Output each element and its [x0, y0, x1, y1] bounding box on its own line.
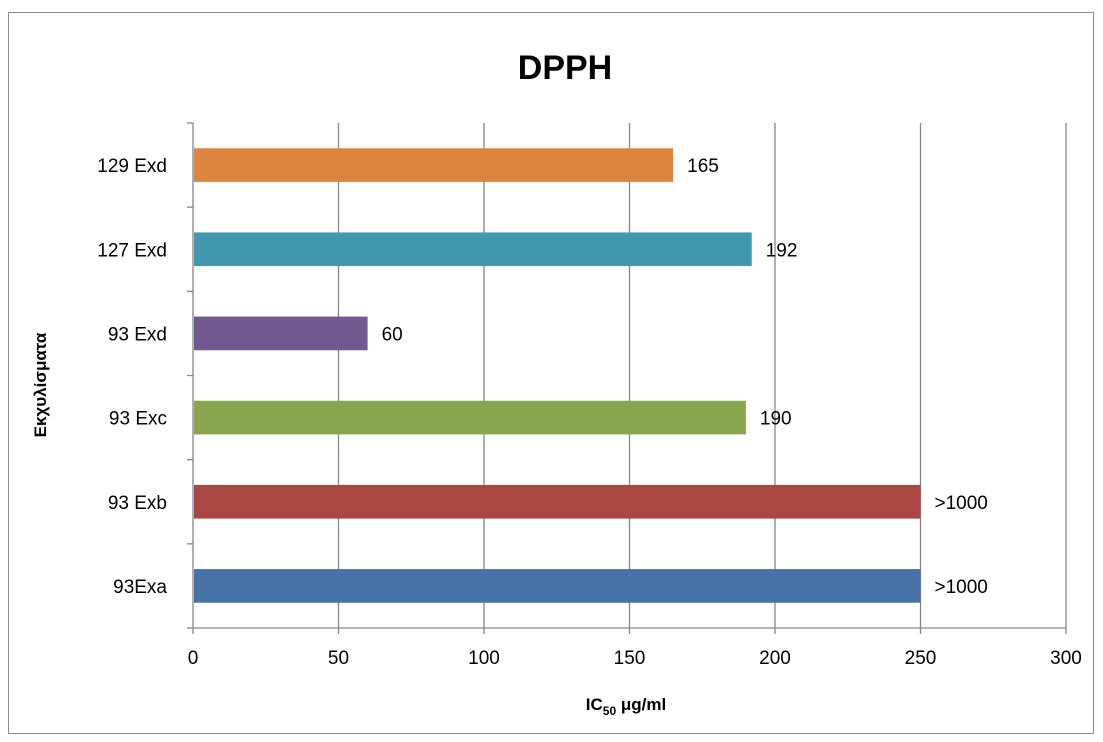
x-axis-title-subscript: 50 [603, 704, 617, 718]
x-axis-title-main: IC [586, 695, 603, 714]
bar-1 [194, 484, 921, 519]
data-label-0: >1000 [935, 577, 988, 598]
bar-5 [194, 148, 674, 182]
dpph-bar-chart: DPPH 0 50 100 150 200 250 300 93Exa >1000 93 Exb >… [31, 49, 1082, 718]
y-tick-label-2: 93 Exc [109, 409, 167, 430]
x-axis-title: IC50 μg/ml [586, 695, 666, 718]
y-tick-label-5: 129 Exd [97, 156, 167, 177]
y-tick-label-3: 93 Exd [108, 324, 167, 345]
data-label-5: 165 [687, 156, 719, 177]
y-tick-label-1: 93 Exb [108, 493, 167, 514]
chart-title: DPPH [518, 49, 612, 87]
x-tick-label-0: 0 [188, 648, 199, 669]
bar-2 [194, 400, 746, 435]
chart-frame: DPPH 0 50 100 150 200 250 300 93Exa >1000 93 Exb >… [8, 12, 1094, 734]
y-tick-label-4: 127 Exd [97, 240, 167, 261]
x-tick-label-250: 250 [905, 648, 937, 669]
x-tick-label-300: 300 [1050, 648, 1082, 669]
x-tick-label-150: 150 [614, 648, 646, 669]
bar-4 [194, 232, 752, 267]
labels: 0 50 100 150 200 250 300 93Exa >1000 93 Exb >1000 9… [97, 156, 1082, 669]
bars [194, 148, 921, 603]
y-axis-title: Εκχυλίσματα [31, 332, 50, 437]
data-label-1: >1000 [935, 493, 988, 514]
x-tick-label-100: 100 [468, 648, 500, 669]
bar-3 [194, 316, 368, 351]
gridlines [337, 123, 1067, 628]
x-tick-label-200: 200 [759, 648, 791, 669]
x-tick-label-50: 50 [328, 648, 349, 669]
data-label-2: 190 [760, 409, 792, 430]
data-label-4: 192 [766, 240, 798, 261]
axes [187, 122, 1067, 634]
bar-0 [194, 569, 921, 603]
x-axis-title-unit: μg/ml [616, 695, 666, 714]
data-label-3: 60 [382, 324, 403, 345]
y-tick-label-0: 93Exa [113, 577, 167, 598]
